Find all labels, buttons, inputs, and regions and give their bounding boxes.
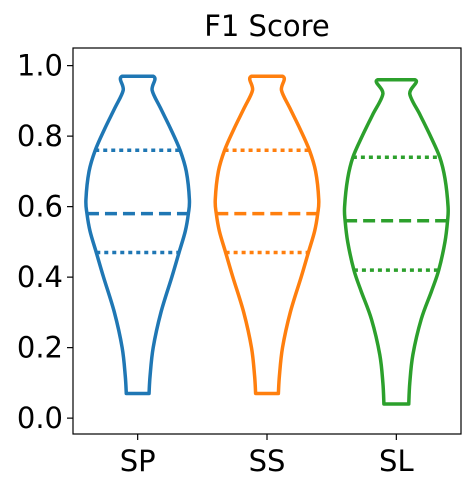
y-tick-label: 1.0 xyxy=(17,49,63,83)
chart-title: F1 Score xyxy=(204,9,330,43)
x-tick-label-sp: SP xyxy=(120,444,156,478)
y-tick-label: 0.4 xyxy=(17,260,63,294)
x-tick-label-ss: SS xyxy=(249,444,286,478)
y-tick-label: 0.6 xyxy=(17,190,63,224)
x-axis: SP SS SL xyxy=(120,434,414,478)
y-tick-label: 0.8 xyxy=(17,119,63,153)
x-tick-label-sl: SL xyxy=(379,444,414,478)
violin-sl xyxy=(342,77,450,406)
violin-ss xyxy=(213,74,321,396)
axes-frame xyxy=(72,47,462,435)
y-tick-label: 0.0 xyxy=(17,401,63,435)
y-axis: 0.0 0.2 0.4 0.6 0.8 1.0 xyxy=(17,49,73,435)
plot-area xyxy=(84,74,450,406)
y-tick-label: 0.2 xyxy=(17,331,63,365)
violin-sp xyxy=(84,74,192,396)
